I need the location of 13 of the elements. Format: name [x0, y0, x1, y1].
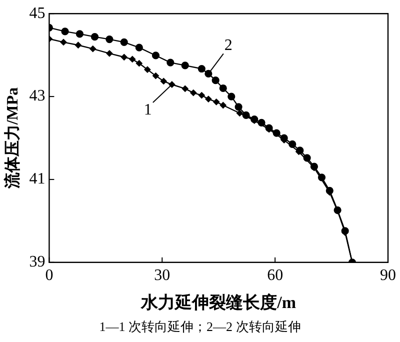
y-tick-label: 43: [29, 88, 46, 105]
y-axis-title: 流体压力/MPa: [2, 87, 22, 190]
x-axis-title: 水力延伸裂缝长度/m: [140, 293, 296, 312]
annotation: 2: [224, 36, 232, 54]
y-tick-label: 45: [29, 4, 46, 22]
x-tick-label: 0: [45, 267, 54, 284]
annotation: 1: [144, 102, 152, 119]
y-tick-label: 41: [29, 170, 46, 188]
text: 1—1 次转向延伸；2—2 次转向延伸: [98, 318, 302, 336]
x-tick-label: 30: [154, 267, 170, 284]
y-tick-label: 39: [29, 254, 46, 271]
x-tick-label: 90: [380, 267, 396, 284]
x-tick-label: 60: [267, 267, 284, 284]
